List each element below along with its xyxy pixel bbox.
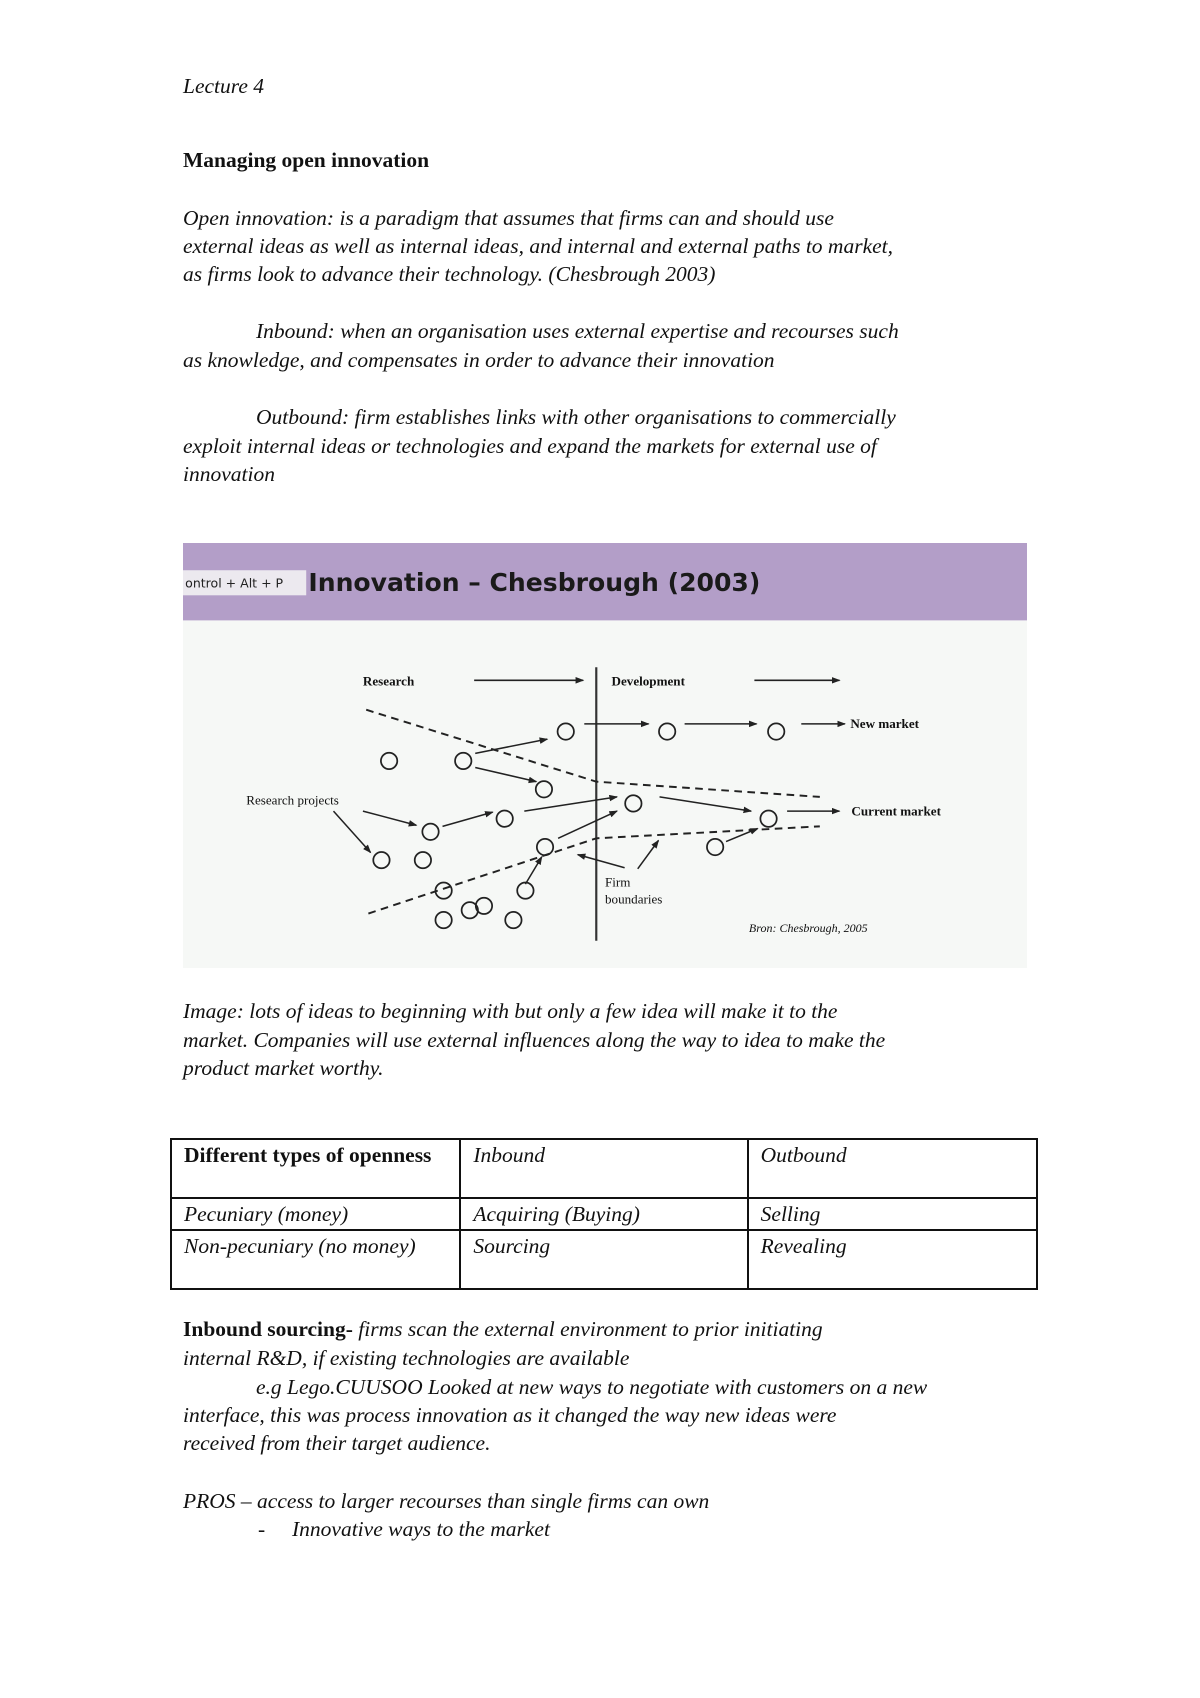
- flow-arrow: [637, 839, 660, 870]
- table-header-cell: Outbound: [746, 1138, 1039, 1199]
- caption-line: product market worthy.: [183, 1056, 384, 1080]
- outbound-line: exploit internal ideas or technologies a…: [183, 434, 877, 458]
- flow-arrow: [524, 855, 543, 885]
- caption-line: market. Companies will use external infl…: [183, 1028, 886, 1052]
- example-line: e.g Lego.CUUSOO Looked at new ways to ne…: [256, 1375, 928, 1399]
- flow-arrow: [442, 811, 494, 828]
- inbound-line: as knowledge, and compensates in order t…: [183, 348, 775, 372]
- table-header-cell: Inbound: [459, 1138, 749, 1199]
- idea-circle: [706, 837, 725, 857]
- definition-line: external ideas as well as internal ideas…: [183, 234, 894, 258]
- page-title: Managing open innovation: [183, 148, 430, 172]
- firm-boundary-lower: [368, 825, 820, 915]
- flow-arrow: [475, 737, 549, 755]
- outbound-line: innovation: [183, 462, 275, 486]
- firm-boundary-upper: [365, 708, 820, 798]
- table-cell: Sourcing: [459, 1229, 749, 1290]
- flow-arrow: [524, 794, 619, 812]
- table-header-row: Different types of openness Inbound Outb…: [169, 1138, 1039, 1199]
- idea-circle: [434, 881, 453, 900]
- label-new-market: New market: [850, 716, 919, 731]
- inbound-line: Inbound: when an organisation uses exter…: [256, 319, 899, 343]
- idea-circle: [380, 751, 399, 770]
- idea-circle: [495, 809, 514, 828]
- inbound-sourcing-line: Inbound sourcing- firms scan the externa…: [183, 1315, 823, 1343]
- inbound-sourcing-line: internal R&D, if existing technologies a…: [183, 1346, 630, 1370]
- table-cell: Revealing: [746, 1229, 1039, 1290]
- figure-title: Innovation – Chesbrough (2003): [308, 568, 760, 597]
- label-current-market: Current market: [851, 803, 941, 818]
- idea-circle: [474, 896, 494, 915]
- pros-bullet: Innovative ways to the market: [292, 1517, 550, 1541]
- example-line: received from their target audience.: [183, 1431, 491, 1455]
- idea-circle: [658, 722, 677, 741]
- bullet-marker: -: [258, 1517, 266, 1541]
- outbound-line: Outbound: firm establishes links with ot…: [256, 405, 896, 429]
- figure-header-band: [183, 543, 1027, 621]
- idea-circle: [534, 780, 553, 799]
- flow-arrow: [557, 810, 618, 840]
- caption-line: Image: lots of ideas to beginning with b…: [183, 999, 838, 1023]
- flow-arrow: [475, 766, 538, 784]
- idea-circle: [434, 911, 453, 930]
- definition-line: as firms look to advance their technolog…: [183, 262, 716, 286]
- table-header-cell: Different types of openness: [169, 1138, 462, 1199]
- flow-arrow: [659, 796, 753, 814]
- idea-circle: [504, 911, 523, 930]
- idea-circle: [759, 809, 778, 828]
- table-cell: Pecuniary (money): [169, 1197, 462, 1231]
- definition-line: Open innovation: is a paradigm that assu…: [183, 206, 834, 230]
- table-cell: Non-pecuniary (no money): [169, 1229, 462, 1290]
- open-innovation-funnel-figure: ontrol + Alt + P Innovation – Chesbrough…: [183, 543, 1027, 968]
- idea-circle: [535, 837, 555, 857]
- table-cell: Selling: [746, 1197, 1039, 1231]
- idea-circle: [372, 851, 391, 870]
- label-research-projects: Research projects: [246, 793, 339, 808]
- flow-arrow: [332, 810, 372, 854]
- openness-types-table: Different types of openness Inbound Outb…: [169, 1138, 1039, 1290]
- idea-circle: [767, 722, 786, 741]
- table-row: Non-pecuniary (no money) Sourcing Reveal…: [169, 1229, 1039, 1290]
- flow-arrow: [576, 853, 625, 869]
- idea-circle: [413, 851, 432, 870]
- label-research: Research: [363, 674, 415, 689]
- idea-circle: [624, 794, 643, 813]
- idea-circle: [421, 822, 440, 841]
- flow-arrow: [362, 810, 418, 827]
- label-source: Bron: Chesbrough, 2005: [749, 921, 868, 935]
- lecture-label: Lecture 4: [183, 74, 265, 98]
- label-development: Development: [612, 674, 686, 689]
- flow-arrow: [725, 827, 759, 843]
- label-boundaries: boundaries: [605, 892, 662, 907]
- shortcut-tooltip-text: ontrol + Alt + P: [185, 576, 283, 591]
- table-cell: Acquiring (Buying): [459, 1197, 749, 1231]
- inbound-sourcing-text: firms scan the external environment to p…: [352, 1317, 823, 1341]
- table-row: Pecuniary (money) Acquiring (Buying) Sel…: [169, 1197, 1039, 1231]
- pros-line: PROS – access to larger recourses than s…: [183, 1489, 710, 1513]
- example-line: interface, this was process innovation a…: [183, 1403, 837, 1427]
- shortcut-tooltip: [183, 570, 307, 596]
- idea-circle: [454, 751, 473, 770]
- inbound-sourcing-label: Inbound sourcing-: [183, 1317, 353, 1341]
- label-firm: Firm: [605, 874, 630, 889]
- idea-circle: [556, 722, 575, 741]
- idea-circle: [516, 881, 535, 900]
